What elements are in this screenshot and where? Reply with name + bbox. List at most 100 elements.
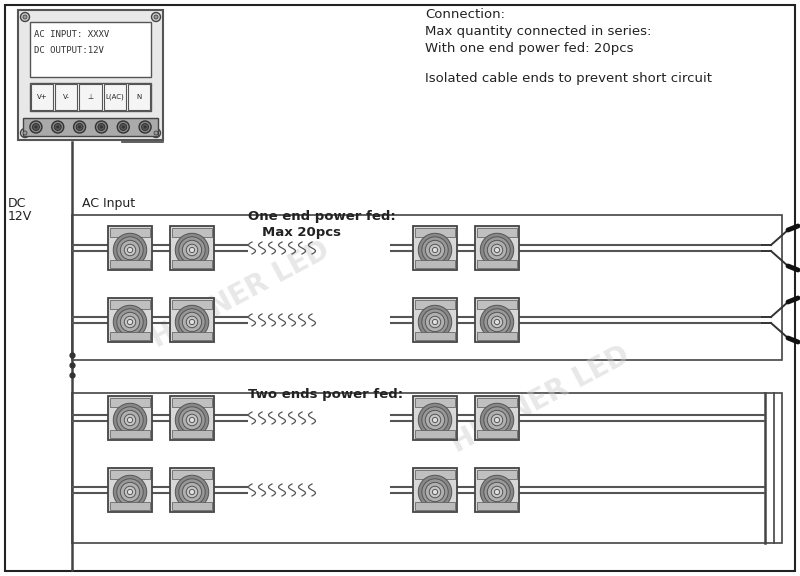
- Circle shape: [182, 240, 202, 260]
- Bar: [477, 430, 517, 438]
- Circle shape: [491, 316, 502, 328]
- Bar: [108, 226, 152, 270]
- Circle shape: [432, 490, 438, 495]
- Circle shape: [76, 123, 83, 131]
- Circle shape: [120, 312, 140, 332]
- Circle shape: [418, 475, 452, 509]
- Circle shape: [432, 418, 438, 423]
- Circle shape: [484, 479, 510, 505]
- Circle shape: [480, 233, 514, 267]
- Bar: [23, 118, 158, 136]
- Circle shape: [186, 244, 198, 256]
- Bar: [30, 83, 151, 111]
- Circle shape: [21, 128, 30, 138]
- Circle shape: [430, 414, 441, 426]
- Circle shape: [175, 403, 209, 437]
- Bar: [128, 84, 150, 110]
- Circle shape: [23, 15, 27, 19]
- Circle shape: [154, 131, 158, 135]
- Circle shape: [430, 244, 441, 256]
- Bar: [477, 260, 517, 268]
- Bar: [475, 298, 519, 342]
- Circle shape: [117, 237, 143, 263]
- Circle shape: [480, 305, 514, 339]
- Bar: [110, 430, 150, 438]
- Circle shape: [426, 240, 445, 260]
- Bar: [413, 396, 457, 440]
- Bar: [477, 300, 517, 309]
- Bar: [413, 298, 457, 342]
- Circle shape: [432, 247, 438, 253]
- Text: L(AC): L(AC): [106, 94, 124, 100]
- Bar: [170, 468, 214, 512]
- Circle shape: [78, 126, 81, 128]
- Circle shape: [117, 479, 143, 505]
- Text: Max 20pcs: Max 20pcs: [262, 226, 341, 239]
- Text: AC Input: AC Input: [82, 197, 135, 210]
- Bar: [110, 502, 150, 510]
- Circle shape: [494, 418, 500, 423]
- Bar: [79, 84, 102, 110]
- Circle shape: [179, 237, 205, 263]
- Circle shape: [95, 121, 107, 133]
- Circle shape: [120, 123, 126, 131]
- Circle shape: [120, 482, 140, 502]
- Circle shape: [480, 475, 514, 509]
- Circle shape: [175, 233, 209, 267]
- Bar: [108, 468, 152, 512]
- Bar: [170, 396, 214, 440]
- Circle shape: [491, 244, 502, 256]
- Circle shape: [74, 121, 86, 133]
- Circle shape: [422, 407, 448, 433]
- Bar: [170, 226, 214, 270]
- Bar: [172, 502, 212, 510]
- Circle shape: [124, 316, 136, 328]
- Circle shape: [117, 309, 143, 335]
- Circle shape: [23, 131, 27, 135]
- Circle shape: [117, 407, 143, 433]
- Circle shape: [422, 479, 448, 505]
- Circle shape: [186, 414, 198, 426]
- Circle shape: [124, 414, 136, 426]
- Circle shape: [175, 475, 209, 509]
- Circle shape: [114, 475, 146, 509]
- Text: N: N: [136, 94, 142, 100]
- Text: Isolated cable ends to prevent short circuit: Isolated cable ends to prevent short cir…: [425, 72, 712, 85]
- Circle shape: [418, 233, 452, 267]
- Bar: [477, 228, 517, 237]
- Bar: [172, 430, 212, 438]
- Circle shape: [422, 237, 448, 263]
- Text: With one end power fed: 20pcs: With one end power fed: 20pcs: [425, 42, 634, 55]
- Circle shape: [190, 418, 194, 423]
- Circle shape: [484, 237, 510, 263]
- Circle shape: [52, 121, 64, 133]
- Bar: [110, 260, 150, 268]
- Circle shape: [124, 486, 136, 498]
- Circle shape: [432, 319, 438, 325]
- Text: 12V: 12V: [8, 210, 32, 223]
- Circle shape: [118, 121, 130, 133]
- Bar: [477, 398, 517, 407]
- Circle shape: [190, 490, 194, 495]
- Bar: [415, 332, 455, 340]
- Circle shape: [418, 305, 452, 339]
- Circle shape: [494, 319, 500, 325]
- Circle shape: [426, 410, 445, 430]
- Circle shape: [179, 407, 205, 433]
- Circle shape: [494, 490, 500, 495]
- Circle shape: [139, 121, 151, 133]
- Bar: [110, 398, 150, 407]
- Circle shape: [494, 247, 500, 253]
- Circle shape: [122, 126, 125, 128]
- Bar: [415, 430, 455, 438]
- Bar: [72, 393, 782, 543]
- Circle shape: [426, 312, 445, 332]
- Circle shape: [426, 482, 445, 502]
- Bar: [30, 22, 151, 77]
- Circle shape: [114, 403, 146, 437]
- Bar: [55, 84, 78, 110]
- Bar: [172, 228, 212, 237]
- Circle shape: [182, 312, 202, 332]
- Text: HENNER LED: HENNER LED: [446, 341, 634, 458]
- Bar: [172, 332, 212, 340]
